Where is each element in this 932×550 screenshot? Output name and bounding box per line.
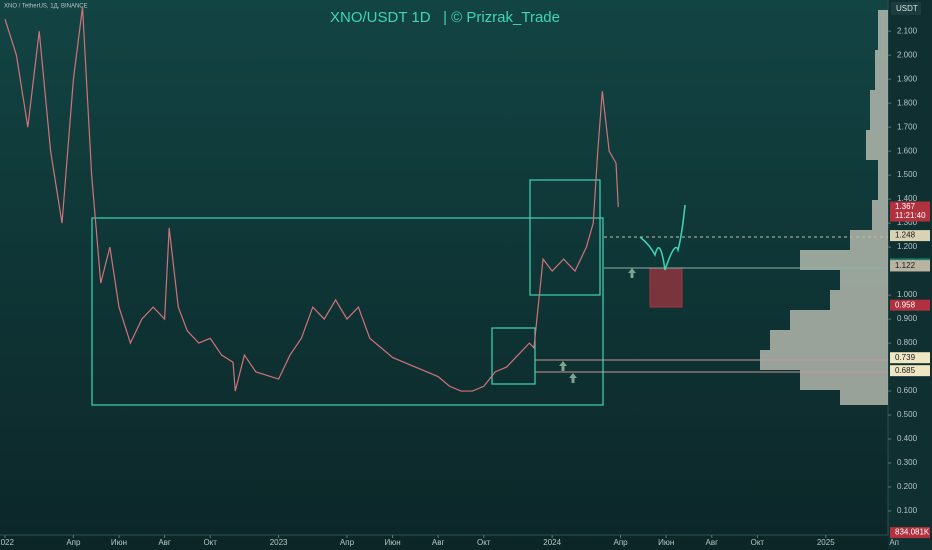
y-tick-label: 1.200 [897,242,918,251]
y-tick-label: 1.700 [897,122,918,131]
chart-title: XNO/USDT 1D | © Prizrak_Trade [330,9,560,26]
y-tick-label: 0.900 [897,314,918,323]
x-tick-label: Ап [889,538,899,547]
volume-profile [760,10,888,405]
unit-box [891,2,921,15]
x-tick-label: Окт [203,538,217,547]
symbol-info: XNO / TetherUS, 1Д, BINANCE [4,4,88,10]
x-tick-label: Апр [614,538,629,547]
y-tick-label: 0.100 [897,506,918,515]
price-label: 834.081K [895,528,930,537]
drawings [91,179,888,406]
y-tick-label: 0.800 [897,338,918,347]
x-tick-label: Авг [432,538,445,547]
price-label-box [890,527,930,539]
y-tick-label: 2.000 [897,50,918,59]
price-label: 1.122 [895,261,916,270]
price-axis [888,0,932,550]
price-label-box [890,299,930,311]
price-label: 0.685 [895,366,916,375]
price-label: 0.739 [895,353,916,362]
x-tick-label: Окт [477,538,491,547]
y-tick-label: 0.300 [897,458,918,467]
y-tick-label: 0.600 [897,386,918,395]
y-tick-label: 0.400 [897,434,918,443]
price-label-box [890,352,930,364]
y-tick-label: 2.100 [897,26,918,35]
y-tick-label: 1.500 [897,170,918,179]
price-label-box [890,365,930,377]
x-tick-label: 2025 [817,538,835,547]
x-tick-label: Апр [66,538,81,547]
x-tick-label: 2024 [543,538,561,547]
y-tick-label: 1.600 [897,146,918,155]
price-label: 0.958 [895,300,916,309]
y-tick-label: 1.400 [897,194,918,203]
x-tick-label: Июн [658,538,674,547]
x-tick-label: Авг [706,538,719,547]
x-tick-label: Июн [385,538,401,547]
price-line [4,7,619,392]
price-label-box [890,230,930,242]
x-tick-label: Авг [158,538,171,547]
unit-label: USDT [896,4,918,13]
y-tick-label: 0.500 [897,410,918,419]
y-tick-label: 1.300 [897,218,918,227]
price-label-time: 11:21:40 [895,211,926,220]
price-label-box [890,260,930,272]
y-tick-label: 1.900 [897,74,918,83]
y-tick-label: 1.800 [897,98,918,107]
x-tick-label: Июн [111,538,127,547]
price-label: 1.248 [895,231,916,240]
x-tick-label: 2022 [0,538,14,547]
x-tick-label: Апр [340,538,355,547]
y-tick-label: 1.000 [897,290,918,299]
price-label: 1.367 [895,202,916,211]
y-tick-label: 0.200 [897,482,918,491]
price-label-box [890,201,930,222]
x-tick-label: Окт [751,538,765,547]
x-tick-label: 2023 [270,538,288,547]
